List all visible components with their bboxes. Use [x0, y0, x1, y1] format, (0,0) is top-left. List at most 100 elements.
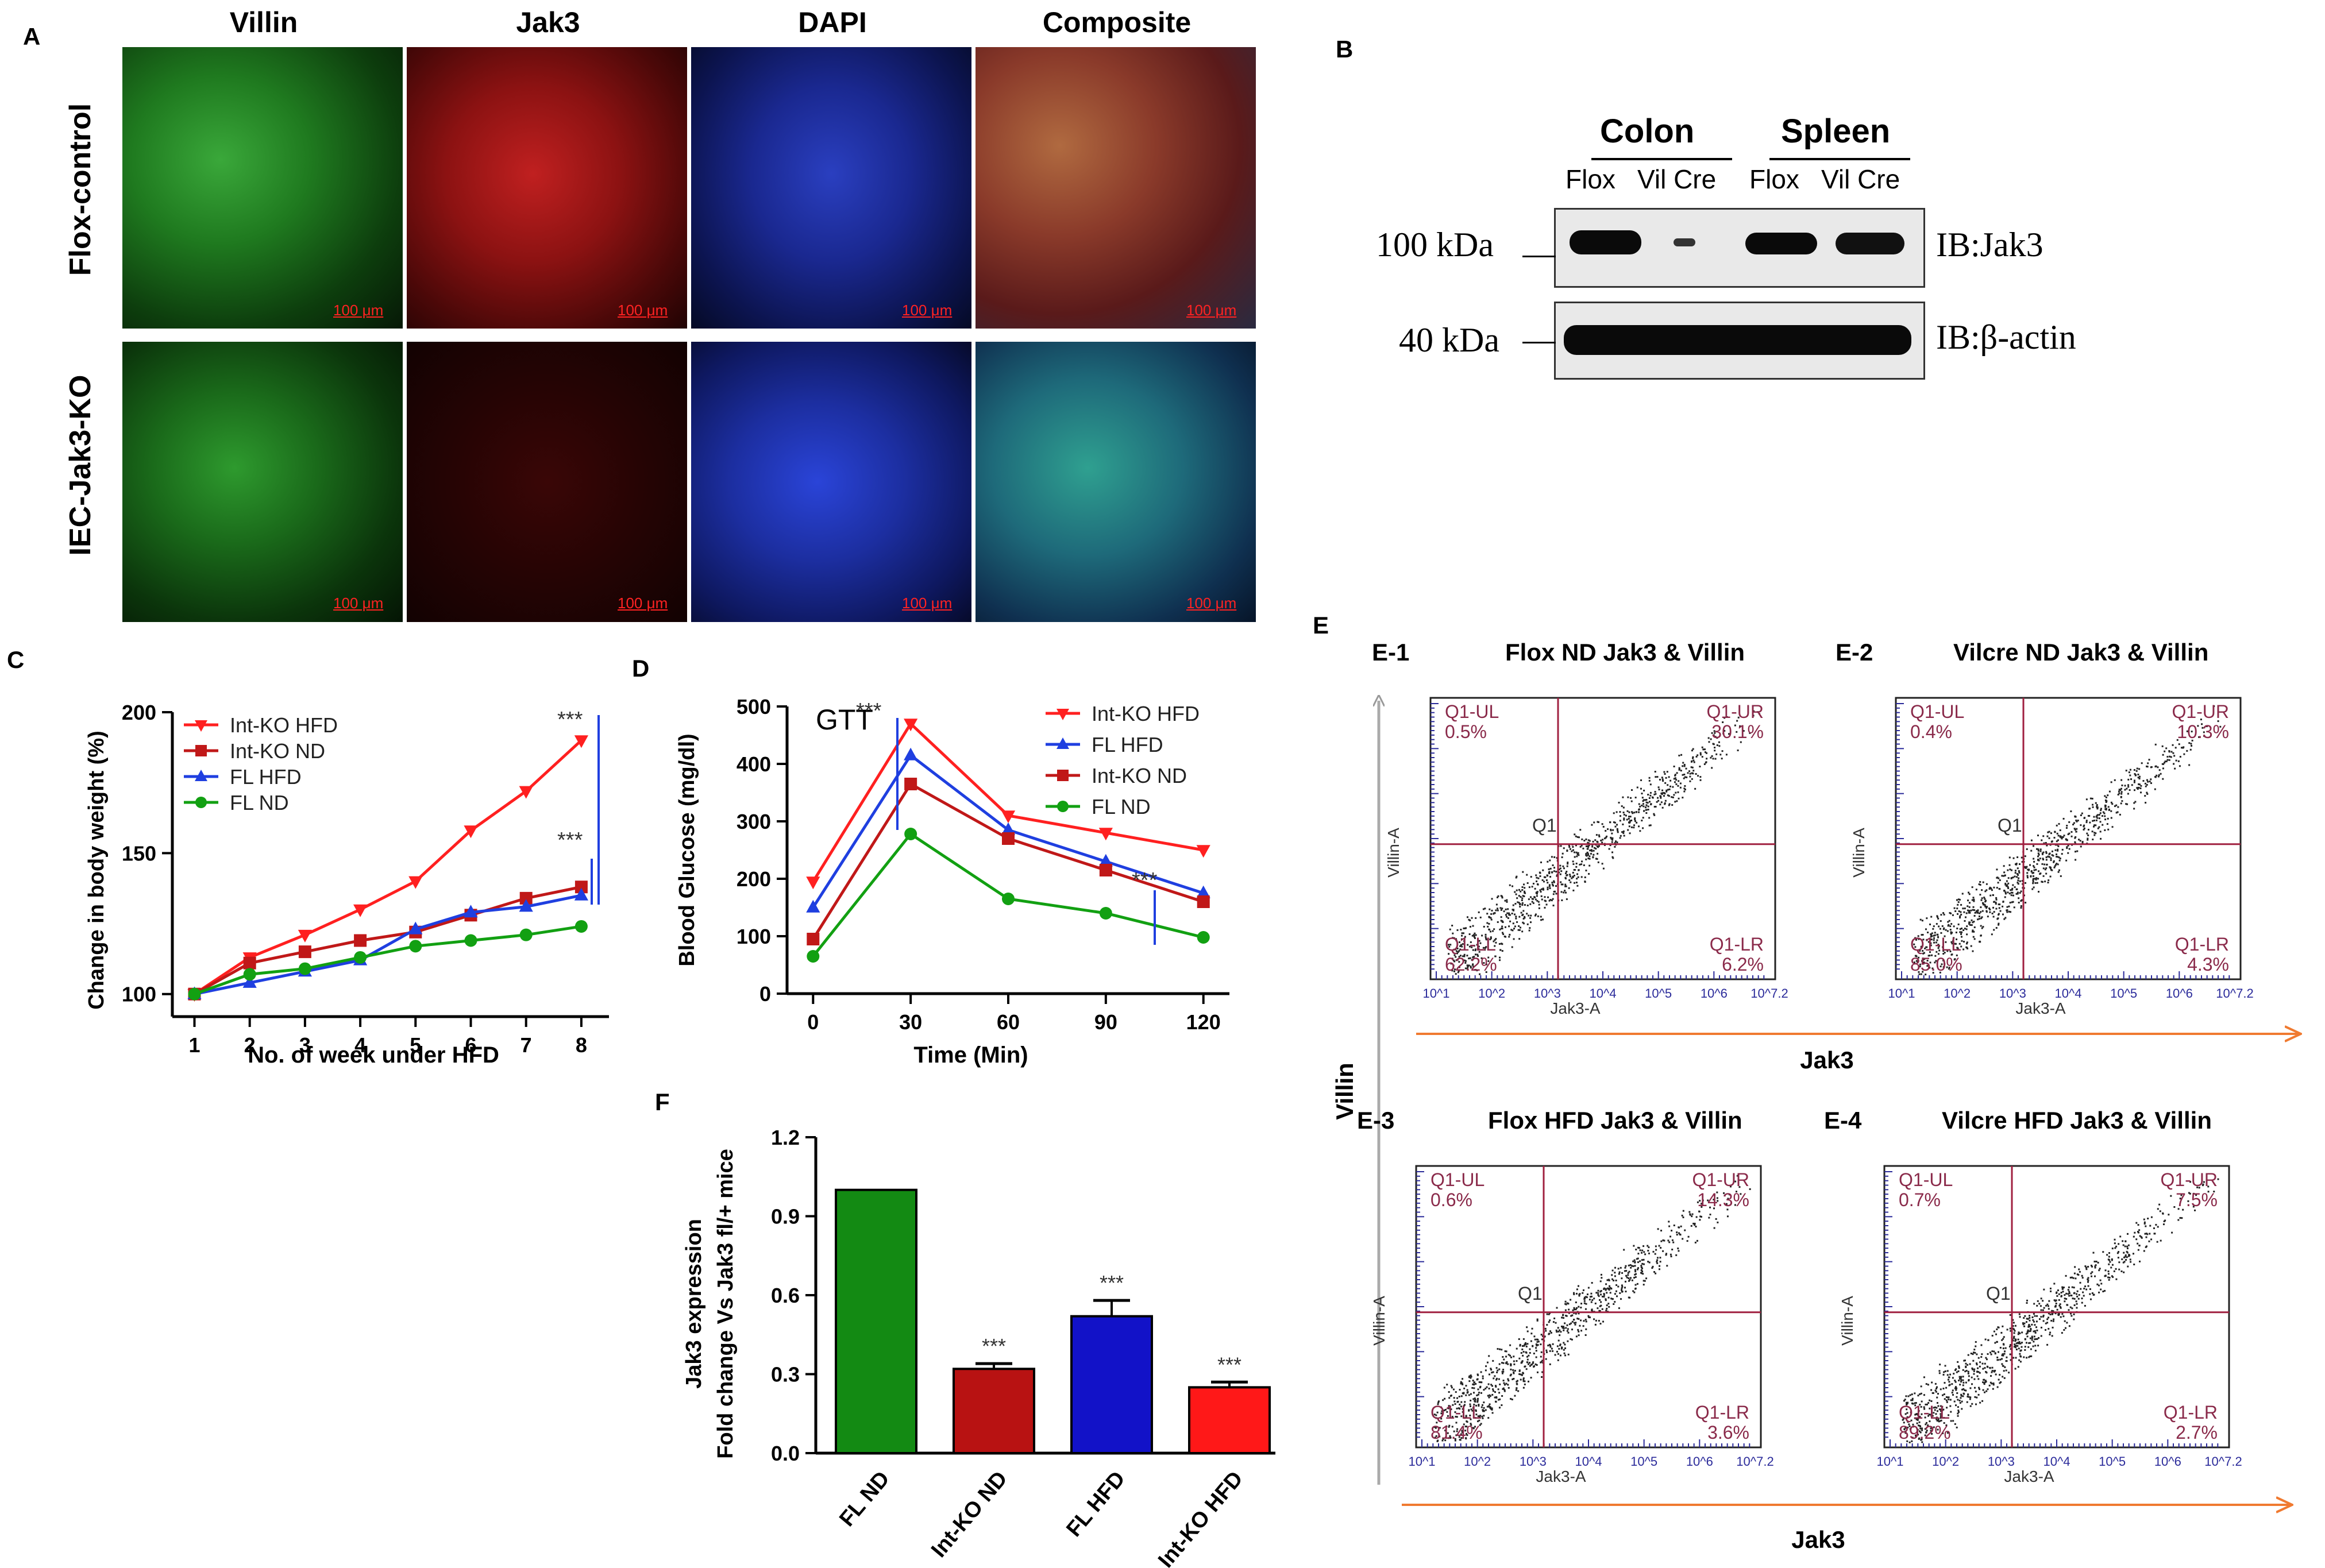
event-dot	[1492, 1371, 1494, 1373]
event-dot	[1975, 1341, 1977, 1343]
event-dot	[2115, 1268, 2117, 1270]
event-dot	[1525, 1351, 1527, 1353]
event-dot	[2049, 856, 2051, 858]
event-dot	[1631, 1279, 1633, 1281]
scale-bar-6: 100 μm	[618, 594, 668, 612]
event-dot	[1985, 883, 1988, 885]
event-dot	[1906, 1412, 1908, 1414]
f-ylabel-2: Fold change Vs Jak3 fl/+ mice	[714, 1149, 738, 1459]
event-dot	[1552, 864, 1554, 867]
event-dot	[2024, 866, 2026, 868]
event-dot	[1484, 907, 1486, 910]
event-dot	[1952, 1389, 1954, 1392]
event-dot	[1647, 1249, 1649, 1252]
event-dot	[2078, 1294, 2080, 1296]
event-dot	[2117, 806, 2119, 808]
event-dot	[1486, 1386, 1488, 1388]
event-dot	[1960, 1379, 1962, 1381]
event-dot	[1911, 1393, 1913, 1396]
event-dot	[2085, 1266, 2087, 1269]
event-dot	[2092, 839, 2094, 841]
event-dot	[1936, 916, 1938, 918]
event-dot	[2102, 1251, 2104, 1253]
quad-ul-name: Q1-UL	[1431, 1169, 1485, 1190]
event-dot	[1523, 883, 1525, 886]
event-dot	[1962, 1376, 1964, 1378]
event-dot	[1637, 1267, 1640, 1269]
event-dot	[2139, 1235, 2141, 1237]
event-dot	[1470, 941, 1472, 943]
event-dot	[1666, 1265, 1668, 1267]
data-point	[904, 719, 918, 732]
event-dot	[1614, 1266, 1616, 1269]
event-dot	[1629, 820, 1631, 822]
event-dot	[2049, 1287, 2052, 1289]
event-dot	[1950, 923, 1953, 925]
event-dot	[1632, 812, 1634, 814]
event-dot	[2021, 856, 2023, 859]
event-dot	[1512, 885, 1514, 887]
event-dot	[1549, 1330, 1551, 1333]
event-dot	[1672, 1241, 1675, 1243]
event-dot	[2070, 1294, 2072, 1296]
col-title-dapi: DAPI	[798, 6, 867, 38]
event-dot	[1749, 732, 1751, 734]
event-dot	[1565, 1327, 1567, 1329]
event-dot	[1678, 797, 1680, 800]
event-dot	[1501, 1372, 1503, 1374]
event-dot	[1981, 927, 1983, 929]
event-dot	[1919, 949, 1921, 952]
event-dot	[1549, 1319, 1551, 1322]
event-dot	[2073, 1304, 2076, 1306]
event-dot	[1639, 1260, 1641, 1262]
event-dot	[2067, 1293, 2069, 1295]
event-dot	[2118, 1261, 2120, 1264]
event-dot	[1974, 1396, 1976, 1398]
event-dot	[1995, 907, 1998, 910]
event-dot	[1950, 912, 1952, 914]
event-dot	[1583, 1296, 1586, 1299]
event-dot	[2028, 1356, 2030, 1358]
event-dot	[1726, 1215, 1729, 1218]
event-dot	[1942, 1408, 1945, 1411]
event-dot	[2059, 1303, 2061, 1306]
event-dot	[1561, 1316, 1563, 1319]
event-dot	[1460, 1382, 1462, 1385]
event-dot	[1969, 1398, 1971, 1400]
event-dot	[2188, 742, 2191, 744]
event-dot	[2024, 855, 2026, 858]
event-dot	[2006, 1356, 2008, 1358]
event-dot	[1939, 928, 1941, 930]
event-dot	[1919, 1416, 1921, 1418]
data-point	[464, 825, 478, 839]
event-dot	[2100, 837, 2102, 840]
event-dot	[1969, 1363, 1971, 1365]
event-dot	[1447, 1407, 1449, 1409]
event-dot	[1459, 1403, 1461, 1405]
event-dot	[1619, 811, 1621, 813]
event-dot	[2019, 892, 2021, 894]
event-dot	[1949, 912, 1951, 914]
event-dot	[1958, 1379, 1960, 1381]
event-dot	[2138, 783, 2140, 785]
event-dot	[2017, 1338, 2019, 1341]
event-dot	[1630, 797, 1632, 799]
event-dot	[1611, 851, 1614, 853]
event-dot	[1641, 793, 1643, 795]
event-dot	[1960, 1397, 1962, 1399]
event-dot	[2104, 818, 2107, 821]
event-dot	[2183, 753, 2185, 755]
event-dot	[1459, 1439, 1462, 1441]
event-dot	[1524, 1366, 1526, 1368]
event-dot	[1948, 924, 1950, 926]
event-dot	[1451, 925, 1453, 927]
event-dot	[2125, 770, 2127, 772]
event-dot	[1623, 818, 1625, 821]
event-dot	[1537, 1341, 1540, 1343]
event-dot	[2014, 1330, 2016, 1332]
event-dot	[2004, 874, 2006, 876]
event-dot	[2004, 917, 2007, 919]
event-dot	[1584, 881, 1586, 883]
event-dot	[1516, 1380, 1518, 1382]
quad-ur-name: Q1-UR	[2172, 701, 2229, 722]
